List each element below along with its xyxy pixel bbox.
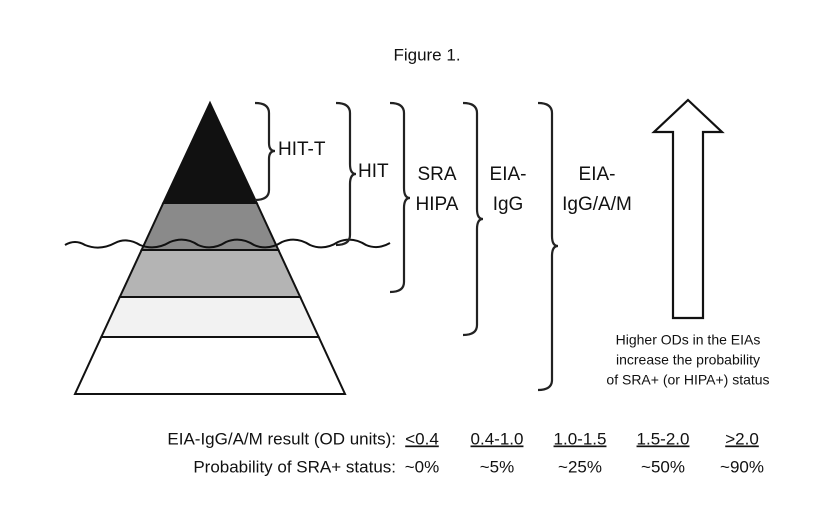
level-label: HIT-T — [278, 139, 326, 160]
od-range: 1.0-1.5 — [554, 429, 607, 448]
bracket — [537, 101, 559, 392]
up-arrow — [651, 98, 725, 320]
level-label: IgG/A/M — [562, 194, 632, 215]
row-label: Probability of SRA+ status: — [193, 457, 396, 476]
arrow-note: increase the probability — [616, 352, 760, 368]
level-label: HIPA — [416, 194, 459, 215]
probability: ~25% — [558, 457, 602, 476]
bracket — [254, 101, 276, 202]
od-range: <0.4 — [405, 429, 439, 448]
level-label: EIA- — [490, 164, 527, 185]
level-label: IgG — [493, 194, 524, 215]
arrow-note: of SRA+ (or HIPA+) status — [606, 372, 769, 388]
waterline — [64, 238, 391, 249]
bracket — [462, 101, 484, 337]
pyramid-band — [73, 336, 347, 395]
level-label: EIA- — [579, 164, 616, 185]
od-range: >2.0 — [725, 429, 759, 448]
od-range: 0.4-1.0 — [471, 429, 524, 448]
bracket — [389, 101, 411, 294]
probability: ~90% — [720, 457, 764, 476]
probability: ~50% — [641, 457, 685, 476]
pyramid-band — [118, 249, 302, 298]
figure-title: Figure 1. — [393, 45, 460, 64]
probability: ~5% — [480, 457, 515, 476]
pyramid — [73, 100, 347, 395]
arrow-note: Higher ODs in the EIAs — [616, 332, 761, 348]
od-range: 1.5-2.0 — [637, 429, 690, 448]
pyramid-band — [99, 296, 321, 338]
bracket — [335, 101, 357, 247]
row-label: EIA-IgG/A/M result (OD units): — [167, 429, 396, 448]
level-label: HIT — [358, 161, 389, 182]
probability: ~0% — [405, 457, 440, 476]
level-label: SRA — [417, 164, 456, 185]
pyramid-band — [140, 202, 280, 251]
